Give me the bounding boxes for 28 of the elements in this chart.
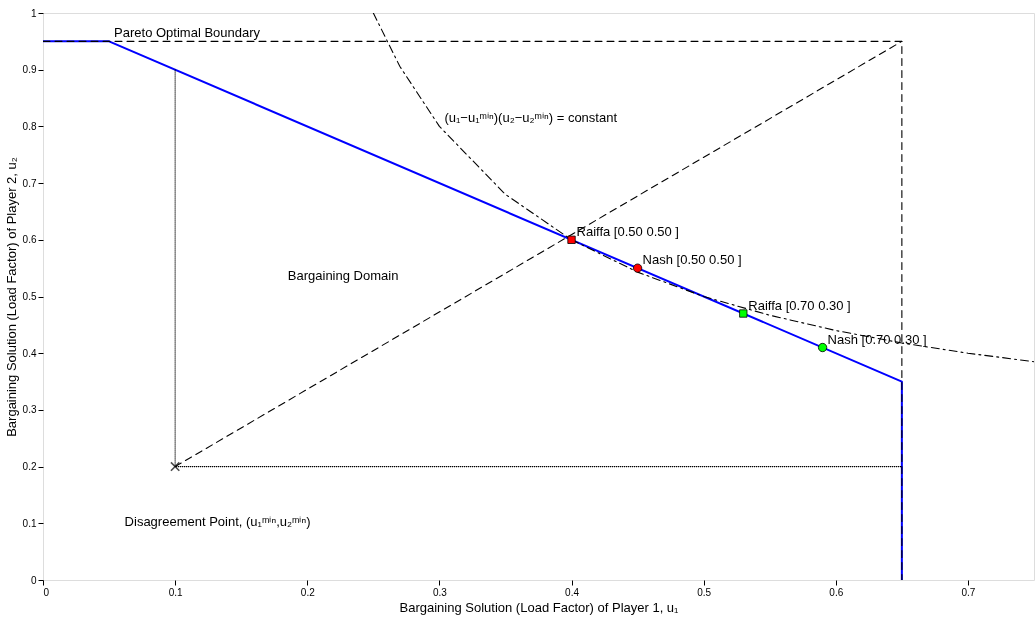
- annotation: Bargaining Domain: [287, 268, 399, 284]
- y-tick-label: 0.3: [22, 404, 37, 416]
- y-tick-label: 0: [30, 574, 37, 586]
- x-tick-label: 0.1: [168, 586, 184, 598]
- x-tick-label: 0.3: [432, 586, 448, 598]
- x-tick-label: 0.5: [697, 586, 712, 598]
- y-tick-label: 0.5: [22, 291, 37, 302]
- x-tick-label: 0.7: [961, 586, 976, 598]
- y-tick-label: 0.8: [22, 120, 37, 132]
- y-tick-label: 0.1: [22, 517, 37, 529]
- x-tick-label: 0: [43, 586, 50, 598]
- y-axis-title: Bargaining Solution (Load Factor) of Player 2, u₂: [3, 157, 19, 437]
- x-axis-title: Bargaining Solution (Load Factor) of Player 1, u₁: [399, 599, 680, 615]
- y-tick-label: 0.9: [22, 64, 37, 76]
- y-tick-label: 0.4: [22, 347, 37, 359]
- annotation: (u₁−u₁ᵐⁱⁿ)(u₂−u₂ᵐⁱⁿ) = constant: [444, 110, 618, 126]
- annotation: Raiffa [0.70 0.30 ]: [748, 297, 851, 313]
- x-tick-label: 0.2: [300, 586, 316, 598]
- y-tick-label: 0.6: [22, 234, 37, 246]
- annotation: Nash [0.50 0.50 ]: [642, 252, 742, 268]
- y-tick-label: 1: [30, 7, 37, 19]
- annotation: Raiffa [0.50 0.50 ]: [576, 223, 679, 239]
- x-tick-label: 0.4: [565, 586, 580, 598]
- annotation: Disagreement Point, (u₁ᵐⁱⁿ,u₂ᵐⁱⁿ): [124, 513, 311, 529]
- annotation: Pareto Optimal Boundary: [114, 25, 261, 41]
- y-tick-label: 0.7: [22, 177, 37, 189]
- x-tick-label: 0.6: [829, 586, 844, 598]
- y-tick-label: 0.2: [22, 461, 37, 473]
